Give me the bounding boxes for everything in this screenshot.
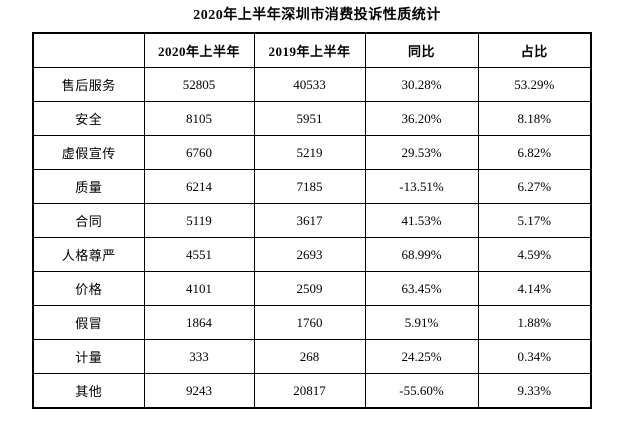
- row-label-cell: 虚假宣传: [32, 135, 145, 170]
- value-cell: 52805: [143, 67, 255, 102]
- row-label-cell: 合同: [32, 203, 145, 238]
- value-cell: 3617: [253, 203, 366, 238]
- value-cell: 6760: [143, 135, 255, 170]
- row-label-cell: 其他: [32, 373, 145, 409]
- row-label-cell: 计量: [32, 339, 145, 374]
- table-row: 质量 6214 7185 -13.51% 6.27%: [32, 169, 592, 204]
- page-title: 2020年上半年深圳市消费投诉性质统计: [193, 8, 441, 23]
- value-cell: 8105: [143, 101, 255, 136]
- value-cell: 5.91%: [364, 305, 479, 340]
- value-cell: 36.20%: [364, 101, 479, 136]
- value-cell: 53.29%: [477, 67, 592, 102]
- value-cell: -55.60%: [364, 373, 479, 409]
- value-cell: 268: [253, 339, 366, 374]
- value-cell: 2693: [253, 237, 366, 272]
- value-cell: 30.28%: [364, 67, 479, 102]
- value-cell: 0.34%: [477, 339, 592, 374]
- value-cell: 4101: [143, 271, 255, 306]
- row-label-cell: 价格: [32, 271, 145, 306]
- value-cell: 5219: [253, 135, 366, 170]
- header-cell-yoy: 同比: [364, 32, 479, 68]
- value-cell: 40533: [253, 67, 366, 102]
- complaints-stats-table: 2020年上半年 2019年上半年 同比 占比 售后服务 52805 40533…: [32, 32, 592, 409]
- value-cell: 8.18%: [477, 101, 592, 136]
- row-label-cell: 人格尊严: [32, 237, 145, 272]
- value-cell: 68.99%: [364, 237, 479, 272]
- table-row: 合同 5119 3617 41.53% 5.17%: [32, 203, 592, 238]
- table-row: 安全 8105 5951 36.20% 8.18%: [32, 101, 592, 136]
- table-row: 售后服务 52805 40533 30.28% 53.29%: [32, 67, 592, 102]
- value-cell: 41.53%: [364, 203, 479, 238]
- header-cell-share: 占比: [477, 32, 592, 68]
- value-cell: 24.25%: [364, 339, 479, 374]
- value-cell: 2509: [253, 271, 366, 306]
- value-cell: 4.59%: [477, 237, 592, 272]
- table-row: 计量 333 268 24.25% 0.34%: [32, 339, 592, 374]
- table-row: 假冒 1864 1760 5.91% 1.88%: [32, 305, 592, 340]
- value-cell: 9.33%: [477, 373, 592, 409]
- row-label-cell: 质量: [32, 169, 145, 204]
- value-cell: 333: [143, 339, 255, 374]
- value-cell: 4551: [143, 237, 255, 272]
- header-cell-2020: 2020年上半年: [143, 32, 255, 68]
- header-cell-blank: [32, 32, 145, 68]
- table-row: 虚假宣传 6760 5219 29.53% 6.82%: [32, 135, 592, 170]
- row-label-cell: 假冒: [32, 305, 145, 340]
- value-cell: 7185: [253, 169, 366, 204]
- value-cell: 9243: [143, 373, 255, 409]
- value-cell: 5.17%: [477, 203, 592, 238]
- table-row: 其他 9243 20817 -55.60% 9.33%: [32, 373, 592, 409]
- value-cell: 63.45%: [364, 271, 479, 306]
- value-cell: 5951: [253, 101, 366, 136]
- value-cell: 29.53%: [364, 135, 479, 170]
- row-label-cell: 安全: [32, 101, 145, 136]
- table-row: 价格 4101 2509 63.45% 4.14%: [32, 271, 592, 306]
- value-cell: -13.51%: [364, 169, 479, 204]
- value-cell: 6.27%: [477, 169, 592, 204]
- value-cell: 5119: [143, 203, 255, 238]
- table-header-row: 2020年上半年 2019年上半年 同比 占比: [32, 32, 592, 68]
- table-row: 人格尊严 4551 2693 68.99% 4.59%: [32, 237, 592, 272]
- value-cell: 4.14%: [477, 271, 592, 306]
- value-cell: 6.82%: [477, 135, 592, 170]
- value-cell: 20817: [253, 373, 366, 409]
- row-label-cell: 售后服务: [32, 67, 145, 102]
- value-cell: 1760: [253, 305, 366, 340]
- header-cell-2019: 2019年上半年: [253, 32, 366, 68]
- value-cell: 1.88%: [477, 305, 592, 340]
- value-cell: 6214: [143, 169, 255, 204]
- value-cell: 1864: [143, 305, 255, 340]
